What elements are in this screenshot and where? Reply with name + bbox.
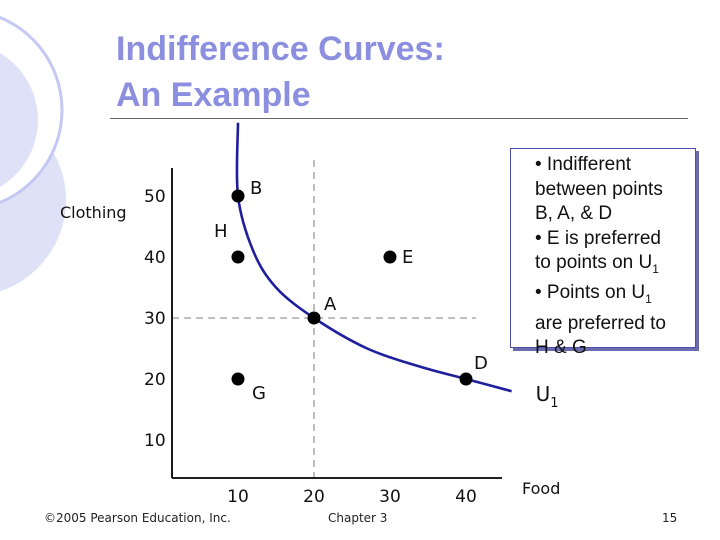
y-axis-label: Clothing xyxy=(60,203,127,222)
note-line-2: between points xyxy=(535,178,663,200)
curve-label-u1: U1 xyxy=(536,382,559,411)
guide-lines xyxy=(172,160,476,478)
note-line-3: B, A, & D xyxy=(535,203,613,224)
annotation-box: • Indifferent between points B, A, & D •… xyxy=(510,148,696,358)
point-e xyxy=(383,250,397,264)
point-label-g: G xyxy=(252,383,266,404)
data-points: B H E A G D xyxy=(214,178,488,404)
y-tick-10: 10 xyxy=(144,431,166,451)
note-line-7: are preferred to xyxy=(535,312,666,334)
point-label-e: E xyxy=(402,247,413,268)
title-line-1: Indifference Curves: xyxy=(116,30,445,68)
title-divider xyxy=(110,118,688,119)
note-line-6-sub: 1 xyxy=(645,292,652,307)
x-tick-10: 10 xyxy=(227,487,249,507)
point-label-a: A xyxy=(324,294,337,315)
note-line-4: • E is preferred xyxy=(535,227,661,249)
y-tick-40: 40 xyxy=(144,248,166,268)
note-line-6-text: • Points on U xyxy=(535,282,646,304)
note-line-5-sub: 1 xyxy=(652,261,659,276)
decorative-circle-small xyxy=(0,53,38,187)
page-number: 15 xyxy=(662,511,678,525)
curve-label-subscript: 1 xyxy=(550,396,558,411)
slide-title: Indifference Curves: An Example xyxy=(116,26,445,118)
title-line-2: An Example xyxy=(116,76,311,114)
point-a xyxy=(307,311,321,325)
point-h xyxy=(231,250,245,264)
y-tick-50: 50 xyxy=(144,187,166,207)
note-line-5: to points on U1 xyxy=(535,251,689,281)
x-tick-20: 20 xyxy=(303,487,325,507)
axes: Clothing Food xyxy=(60,168,560,498)
note-line-5-text: to points on U xyxy=(535,252,653,273)
y-tick-20: 20 xyxy=(144,370,166,390)
note-line-8: H & G xyxy=(535,337,587,359)
decorative-circles xyxy=(0,15,66,292)
x-axis-label: Food xyxy=(522,479,560,498)
copyright-text: ©2005 Pearson Education, Inc. xyxy=(44,511,231,525)
note-line-6: • Points on U1 xyxy=(535,281,689,311)
y-tick-30: 30 xyxy=(144,309,166,329)
indifference-curve-u1 xyxy=(235,122,512,393)
point-d xyxy=(459,372,473,386)
point-label-b: B xyxy=(250,178,262,199)
tick-labels: 10 20 30 40 50 10 20 30 40 xyxy=(144,187,477,507)
point-label-h: H xyxy=(214,221,228,242)
point-b xyxy=(231,189,245,203)
point-g xyxy=(231,372,245,386)
x-tick-30: 30 xyxy=(379,487,401,507)
note-line-1: • Indifferent xyxy=(535,154,632,175)
point-label-d: D xyxy=(474,353,488,374)
curve-label-main: U xyxy=(536,382,551,406)
x-tick-40: 40 xyxy=(455,487,477,507)
chapter-label: Chapter 3 xyxy=(328,511,388,525)
